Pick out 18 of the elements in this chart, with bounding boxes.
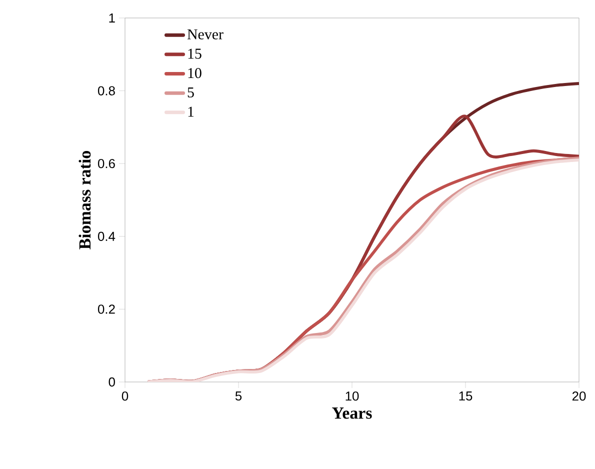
legend-label: Never [187,29,224,40]
y-axis-title: Biomass ratio [78,151,91,250]
x-tick-label: 10 [346,392,359,401]
y-tick-label: 0.8 [98,86,115,96]
legend-label: 5 [188,87,194,98]
x-tick-label: 15 [459,392,472,401]
legend-label: 1 [188,106,194,117]
x-tick-label: 0 [122,392,128,401]
legend-label: 10 [188,68,202,78]
y-tick-label: 0 [108,377,115,387]
legend-label: 15 [188,48,202,59]
y-tick-label: 1 [109,14,115,22]
x-axis-title: Years [332,408,372,419]
y-tick-label: 0.6 [98,158,115,168]
y-tick-label: 0.2 [98,304,115,314]
x-tick-label: 20 [572,392,586,401]
y-tick-label: 0.4 [98,232,116,241]
x-tick-label: 5 [235,392,242,401]
